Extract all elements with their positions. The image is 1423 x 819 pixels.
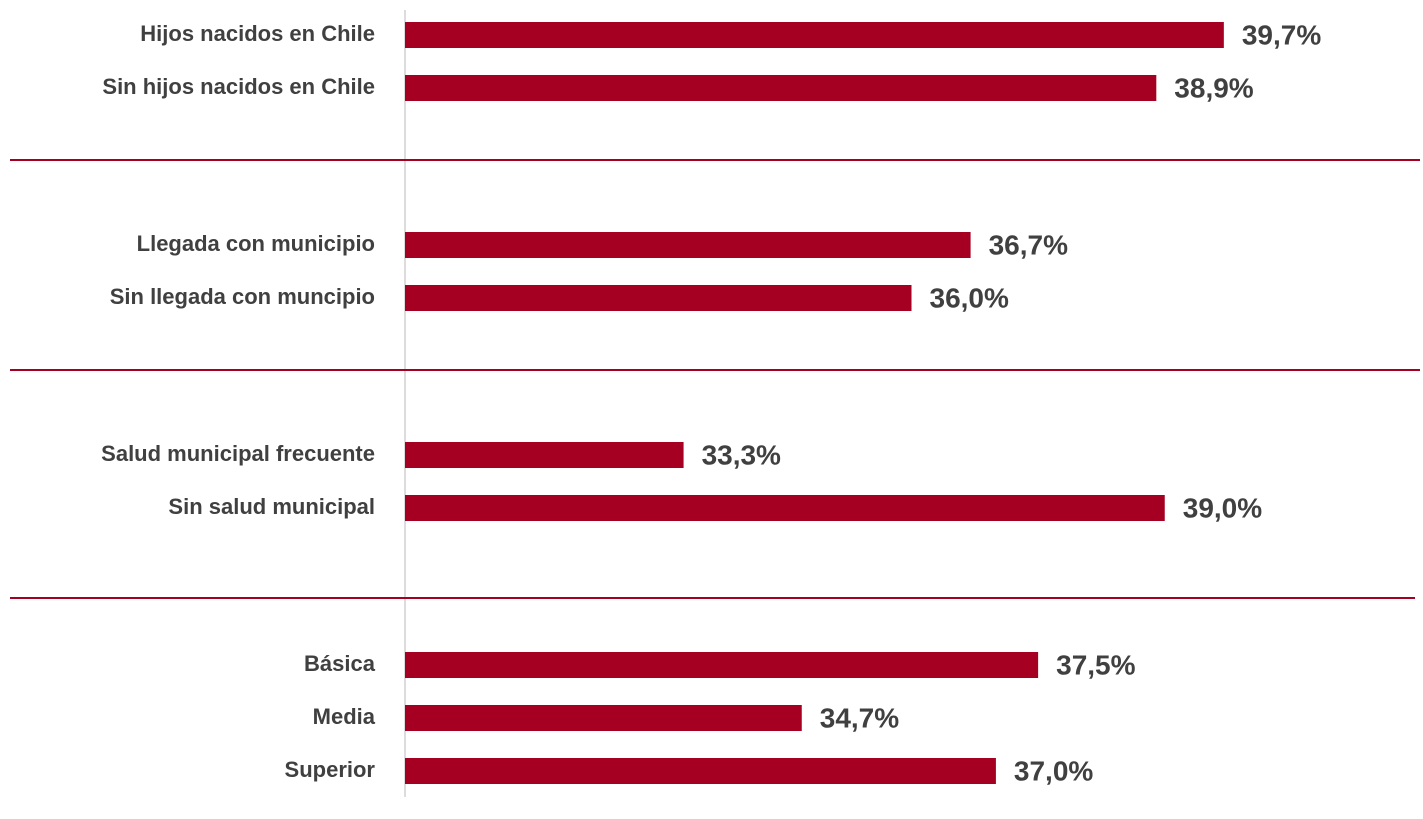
value-label: 34,7%	[820, 702, 899, 733]
bar	[405, 758, 996, 784]
value-label: 33,3%	[702, 439, 781, 470]
category-label: Sin llegada con muncipio	[110, 284, 375, 309]
bar	[405, 285, 912, 311]
value-label: 38,9%	[1174, 72, 1253, 103]
category-label: Hijos nacidos en Chile	[140, 21, 375, 46]
bar	[405, 232, 971, 258]
category-label: Media	[313, 704, 376, 729]
bar	[405, 22, 1224, 48]
category-label: Sin salud municipal	[168, 494, 375, 519]
category-label: Llegada con municipio	[137, 231, 375, 256]
value-label: 37,5%	[1056, 649, 1135, 680]
value-label: 37,0%	[1014, 755, 1093, 786]
category-label: Básica	[304, 651, 376, 676]
category-label: Salud municipal frecuente	[101, 441, 375, 466]
value-label: 39,7%	[1242, 19, 1321, 50]
value-label: 39,0%	[1183, 492, 1262, 523]
category-label: Superior	[285, 757, 376, 782]
value-label: 36,0%	[930, 282, 1009, 313]
bar	[405, 75, 1157, 101]
category-label: Sin hijos nacidos en Chile	[102, 74, 375, 99]
bar	[405, 442, 684, 468]
bar	[405, 495, 1165, 521]
bar	[405, 705, 802, 731]
bar	[405, 652, 1039, 678]
value-label: 36,7%	[989, 229, 1068, 260]
